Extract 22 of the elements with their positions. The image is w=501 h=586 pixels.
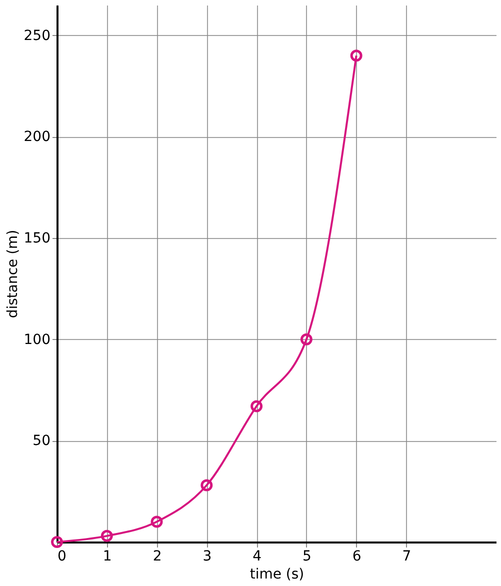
y-tick-label: 50 [32,433,50,450]
y-tick-label: 150 [24,230,50,247]
y-tick-label: 200 [24,129,50,146]
point [250,400,263,412]
x-tick-label: 3 [202,548,212,564]
point [100,530,113,542]
x-tick-label: 4 [252,548,262,564]
point [300,333,312,346]
x-tick-label: 2 [152,548,162,564]
point [150,516,163,528]
x-tick-label: 6 [352,548,362,564]
y-tick-label: 100 [24,332,50,348]
point [51,536,63,548]
x-tick-label: 7 [402,548,412,564]
y-axis-title: distance (m) [4,230,21,318]
point [350,50,362,62]
y-tick-label: 250 [24,28,50,44]
x-tick-label: 1 [102,548,112,564]
x-tick-label: 0 [58,548,66,564]
x-axis-title: time (s) [250,566,304,582]
x-tick-label: 5 [302,548,312,564]
point [200,479,213,492]
